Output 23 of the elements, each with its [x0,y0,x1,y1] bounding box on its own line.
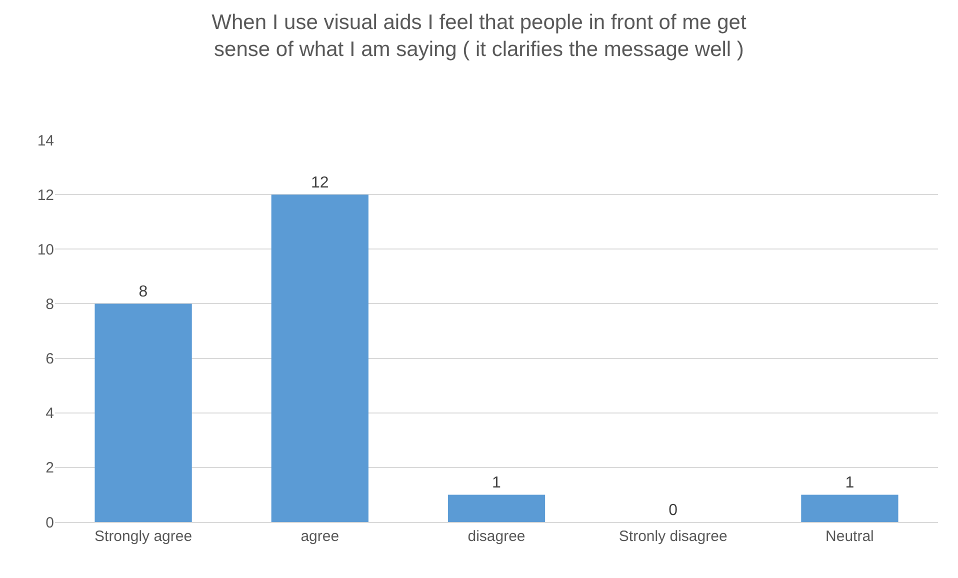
data-label: 1 [492,474,502,492]
y-tick-label: 8 [46,296,54,313]
x-tick-label: Strongly agree [94,528,192,545]
x-tick-label: agree [300,528,340,545]
y-tick-label: 0 [46,514,54,532]
x-tick-label: Stronly disagree [618,528,728,545]
y-tick-label: 6 [46,350,54,368]
y-tick-label: 4 [46,405,54,422]
bar [94,304,192,522]
bar [448,494,546,522]
y-tick-label: 10 [37,241,54,258]
x-tick-label: disagree [468,528,526,545]
data-label: 12 [310,174,329,192]
y-tick-label: 2 [46,460,54,477]
data-label: 1 [845,474,854,492]
bar [271,194,368,522]
y-tick-label: 12 [37,186,54,204]
bar [801,494,898,522]
data-label: 8 [138,284,148,301]
y-tick-label: 14 [37,132,54,150]
chart-title: When I use visual aids I feel that people in front of me get sense of what I am saying ( it clarifies the message well ) [212,10,746,62]
data-label: 0 [668,502,678,519]
x-tick-label: Neutral [826,528,874,545]
